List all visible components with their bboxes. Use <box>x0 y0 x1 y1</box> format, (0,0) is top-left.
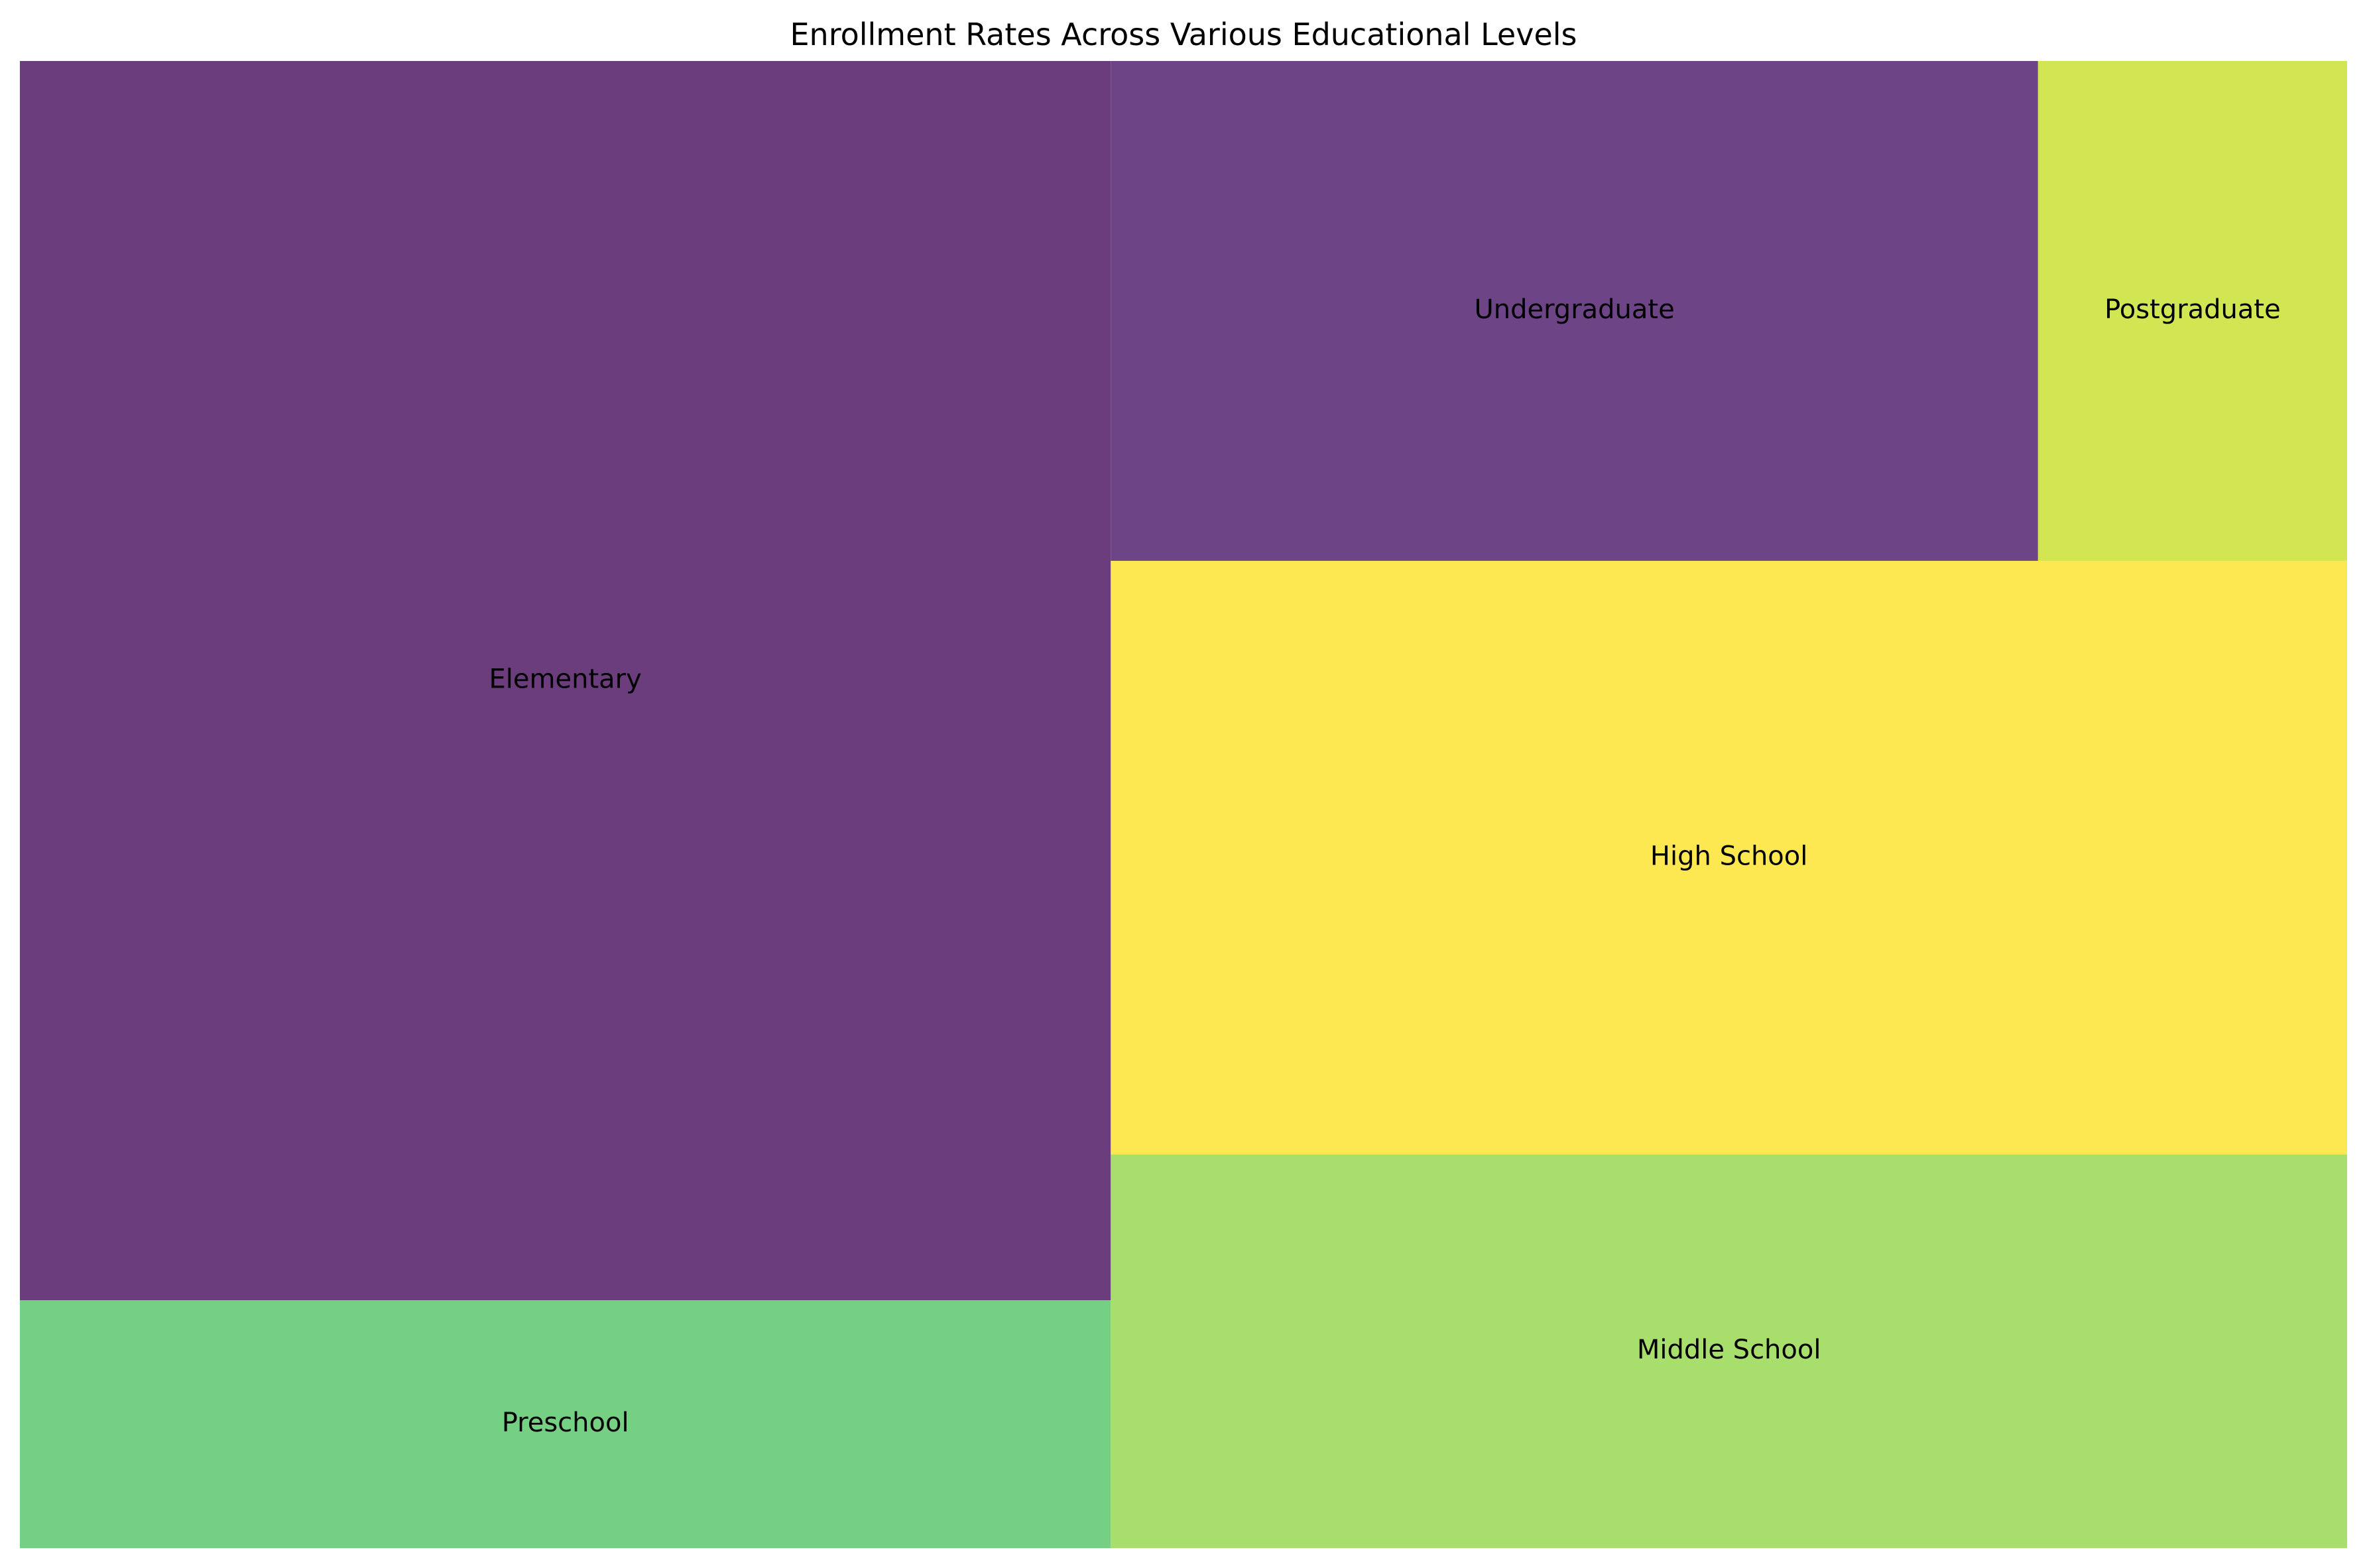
tile-label-elementary: Elementary <box>489 664 642 695</box>
tile-elementary <box>20 61 1111 1301</box>
tile-label-high-school: High School <box>1650 841 1807 872</box>
tile-preschool <box>20 1300 1111 1548</box>
tile-label-middle-school: Middle School <box>1637 1335 1821 1365</box>
tile-middle-school <box>1111 1154 2347 1548</box>
chart-title: Enrollment Rates Across Various Educatio… <box>790 17 1577 52</box>
treemap-tiles: Preschool Elementary Undergraduate Postgrad… <box>20 61 2347 1548</box>
tile-undergraduate <box>1111 61 2038 561</box>
tile-high-school <box>1111 560 2347 1155</box>
tile-postgraduate <box>2037 61 2347 561</box>
tile-label-postgraduate: Postgraduate <box>2104 294 2281 325</box>
tile-label-preschool: Preschool <box>502 1408 629 1438</box>
tile-label-undergraduate: Undergraduate <box>1474 294 1674 325</box>
